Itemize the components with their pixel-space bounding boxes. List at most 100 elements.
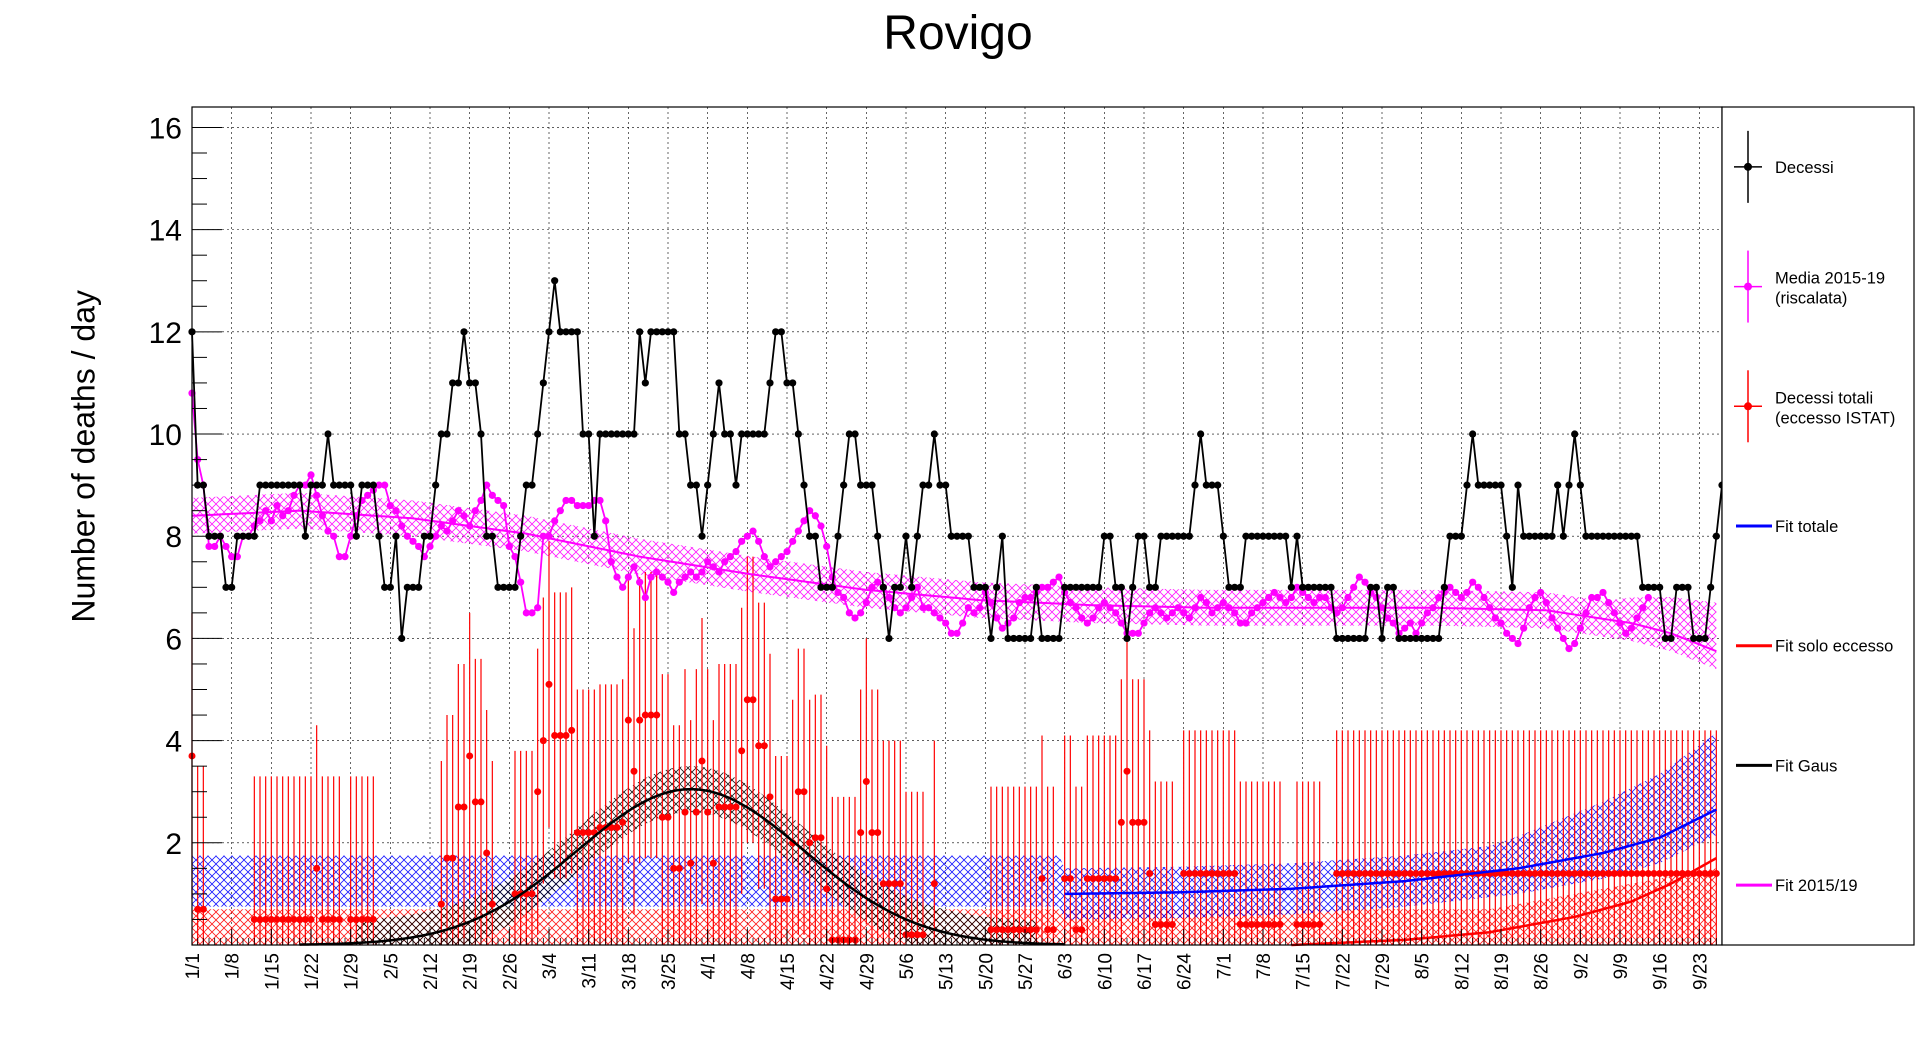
media-point — [1531, 593, 1539, 602]
media-point — [1565, 645, 1573, 653]
decessi-point — [704, 481, 712, 489]
decessi-point — [721, 430, 729, 438]
excess-point — [454, 803, 462, 811]
excess-point — [658, 813, 666, 821]
decessi-point — [834, 532, 842, 540]
media-point — [613, 573, 621, 581]
decessi-point — [766, 379, 774, 387]
media-point — [1049, 578, 1057, 586]
decessi-point — [1525, 532, 1533, 540]
decessi-point — [528, 481, 536, 489]
decessi-point — [1588, 532, 1596, 540]
excess-point — [647, 711, 655, 719]
decessi-point — [1299, 583, 1307, 591]
decessi-point — [987, 634, 995, 643]
media-point — [426, 542, 434, 551]
excess-point — [1344, 869, 1352, 877]
decessi-point — [562, 328, 570, 336]
decessi-point — [624, 430, 632, 438]
x-tick-label: 9/2 — [1571, 953, 1592, 979]
decessi-point — [1469, 430, 1477, 438]
media-point — [1191, 604, 1199, 612]
decessi-point — [936, 481, 944, 489]
media-point — [1610, 609, 1618, 617]
decessi-point — [1151, 583, 1159, 591]
x-tick-label: 6/10 — [1095, 953, 1116, 990]
media-point — [862, 599, 870, 607]
excess-point — [1520, 869, 1528, 877]
decessi-point — [330, 481, 338, 489]
media-point — [987, 599, 995, 607]
decessi-point — [1015, 634, 1023, 643]
media-point — [630, 563, 638, 571]
media-point — [505, 542, 513, 551]
media-point — [732, 547, 740, 556]
decessi-point — [1644, 583, 1652, 591]
media-point — [1639, 604, 1647, 612]
decessi-point — [1293, 532, 1301, 540]
decessi-point — [392, 532, 400, 540]
media-point — [1225, 604, 1233, 612]
media-point — [772, 558, 780, 566]
decessi-point — [1673, 583, 1681, 591]
media-point — [1361, 578, 1369, 586]
excess-point — [908, 931, 916, 939]
decessi-point — [539, 379, 547, 387]
media-point — [857, 609, 865, 617]
media-point — [834, 588, 842, 597]
decessi-point — [556, 328, 564, 336]
decessi-point — [636, 328, 644, 336]
media-point — [1497, 619, 1505, 627]
media-point — [443, 527, 451, 535]
media-point — [460, 512, 468, 520]
media-point — [698, 568, 706, 576]
excess-point — [1265, 921, 1273, 929]
excess-point — [1667, 869, 1675, 877]
decessi-point — [375, 532, 383, 540]
decessi-point — [1327, 583, 1335, 591]
media-point — [539, 532, 547, 540]
decessi-point — [1548, 532, 1556, 540]
decessi-point — [245, 532, 253, 540]
media-point — [568, 496, 576, 505]
decessi-point — [1435, 634, 1443, 643]
media-point — [347, 532, 355, 540]
decessi-point — [267, 481, 275, 489]
decessi-point — [630, 430, 638, 438]
decessi-point — [1406, 634, 1414, 643]
media-point — [1644, 593, 1652, 602]
media-point — [1021, 593, 1029, 602]
media-point — [1559, 634, 1567, 643]
media-point — [1582, 609, 1590, 617]
decessi-point — [233, 532, 241, 540]
excess-point — [449, 854, 457, 862]
decessi-point — [1174, 532, 1182, 540]
excess-point — [772, 895, 780, 903]
excess-point — [1185, 869, 1193, 877]
media-point — [432, 532, 440, 540]
media-point — [1106, 604, 1114, 612]
decessi-point — [262, 481, 270, 489]
media-point — [681, 573, 689, 581]
excess-point — [1078, 926, 1086, 934]
decessi-point — [658, 328, 666, 336]
excess-point — [1406, 869, 1414, 877]
decessi-point — [341, 481, 349, 489]
excess-point — [1015, 926, 1023, 934]
decessi-point — [641, 379, 649, 387]
media-point — [1514, 639, 1522, 648]
media-point — [976, 604, 984, 612]
excess-point — [1384, 869, 1392, 877]
excess-point — [1129, 818, 1137, 826]
x-tick-label: 6/3 — [1056, 953, 1077, 979]
excess-point — [1537, 869, 1545, 877]
decessi-point — [568, 328, 576, 336]
decessi-point — [386, 583, 394, 591]
media-point — [1078, 614, 1086, 622]
media-point — [1491, 614, 1499, 622]
media-point — [267, 517, 275, 525]
decessi-point — [1350, 634, 1358, 643]
excess-point — [749, 696, 757, 704]
excess-point — [273, 915, 281, 923]
decessi-point — [1276, 532, 1284, 540]
